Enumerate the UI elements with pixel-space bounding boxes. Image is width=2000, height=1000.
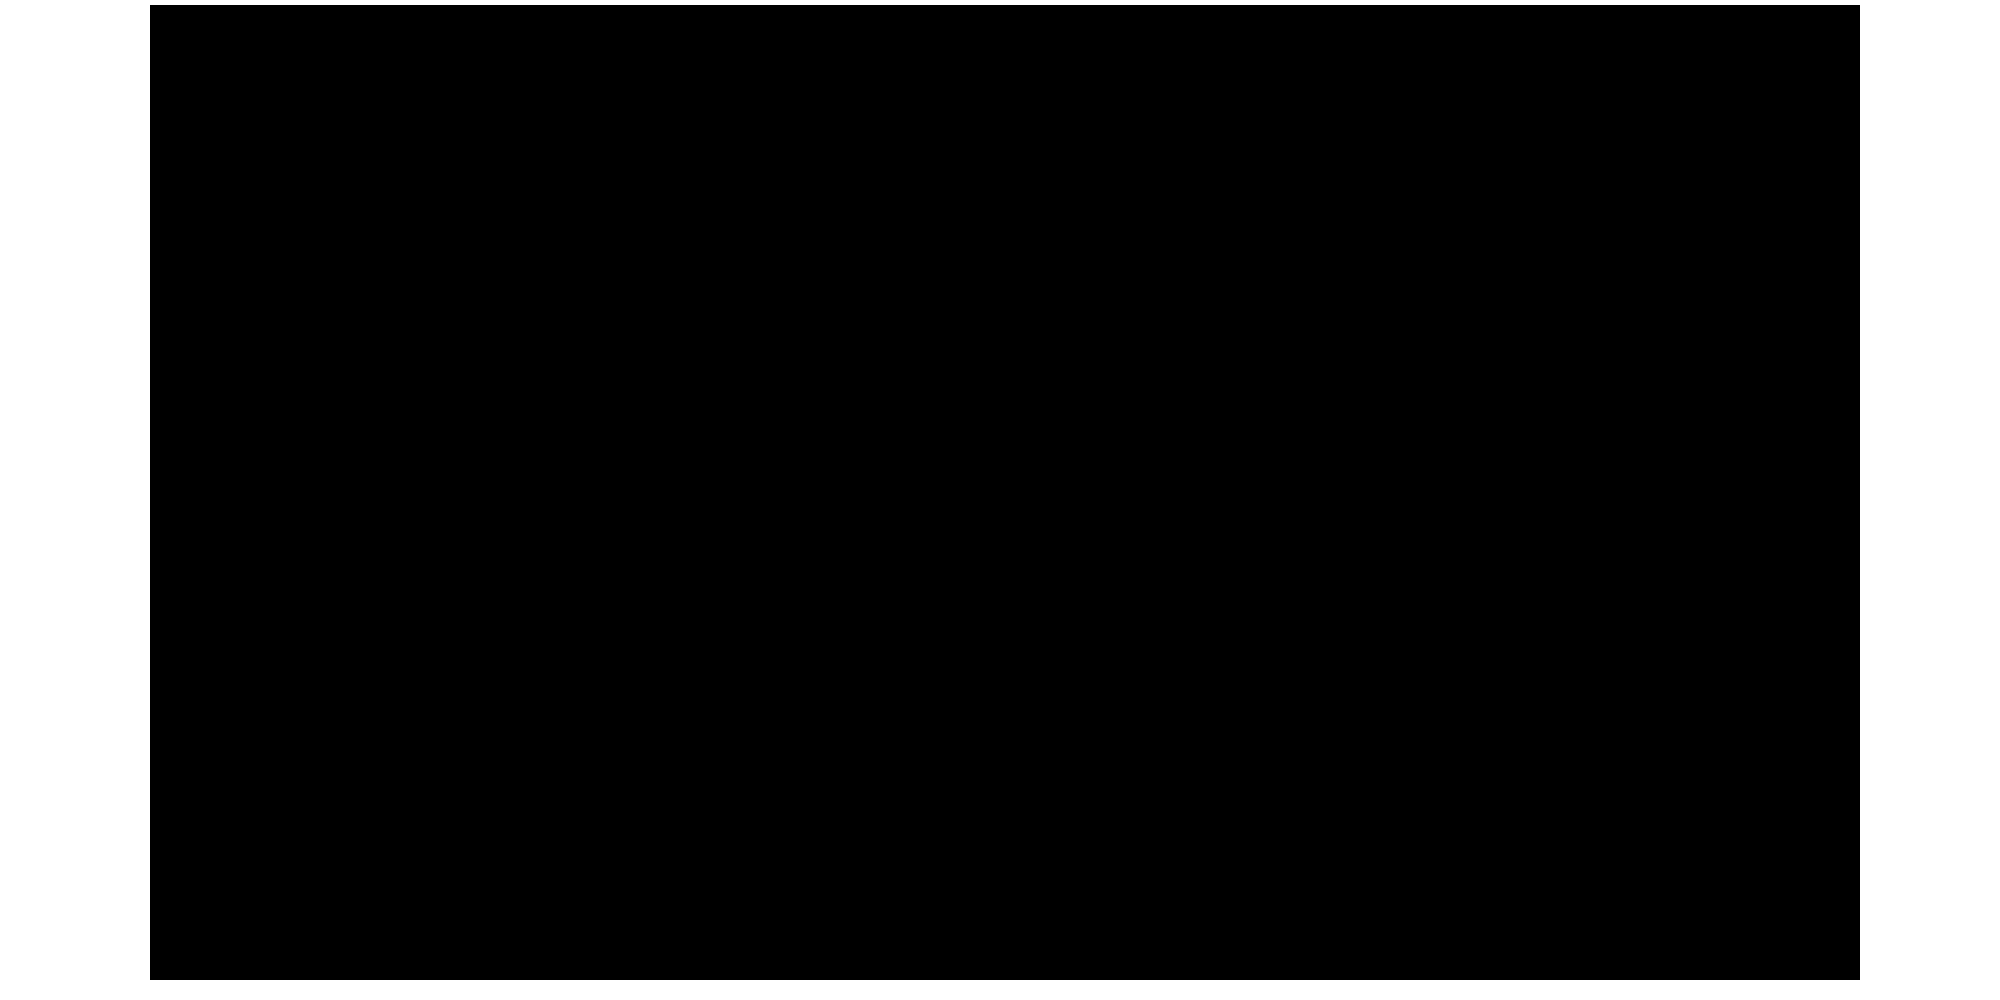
word-cloud xyxy=(150,5,1860,980)
